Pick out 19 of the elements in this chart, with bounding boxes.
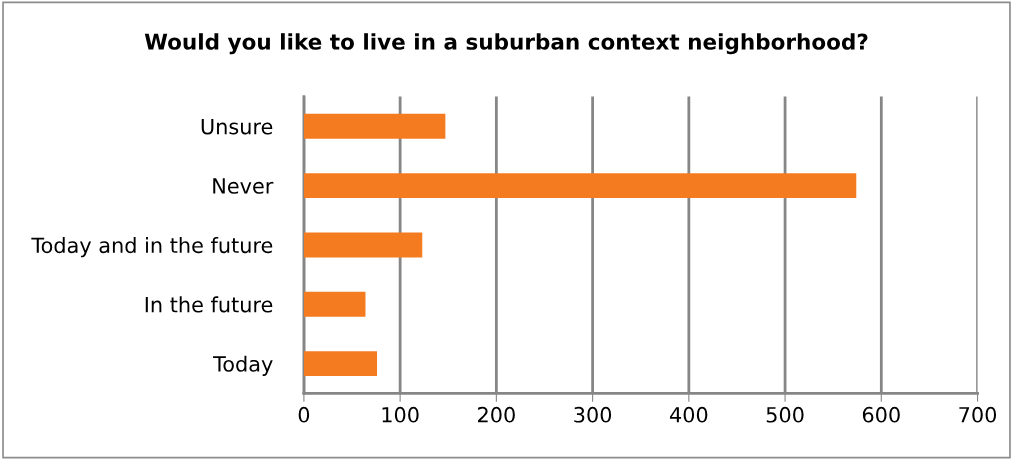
x-tick-label: 0 (298, 406, 310, 423)
bar (303, 351, 378, 377)
bar (303, 291, 366, 317)
bar (303, 232, 423, 258)
y-tick-label: Today and in the future (31, 237, 273, 258)
x-tick-label: 300 (574, 406, 612, 423)
y-tick-label: Unsure (201, 119, 273, 135)
x-tick-label: 600 (862, 406, 900, 423)
y-tick-label: Never (213, 178, 274, 194)
chart-title: Would you like to live in a suburban context neighborhood? (144, 33, 868, 55)
bar (303, 173, 857, 199)
x-tick-label: 100 (382, 406, 419, 423)
y-tick-label: In the future (145, 296, 273, 313)
bar (303, 113, 446, 139)
x-tick-label: 400 (669, 406, 708, 423)
x-tick-label: 500 (766, 406, 804, 423)
y-tick-label: Today (213, 355, 273, 376)
x-tick-label: 200 (478, 406, 515, 423)
x-tick-label: 700 (959, 406, 997, 423)
